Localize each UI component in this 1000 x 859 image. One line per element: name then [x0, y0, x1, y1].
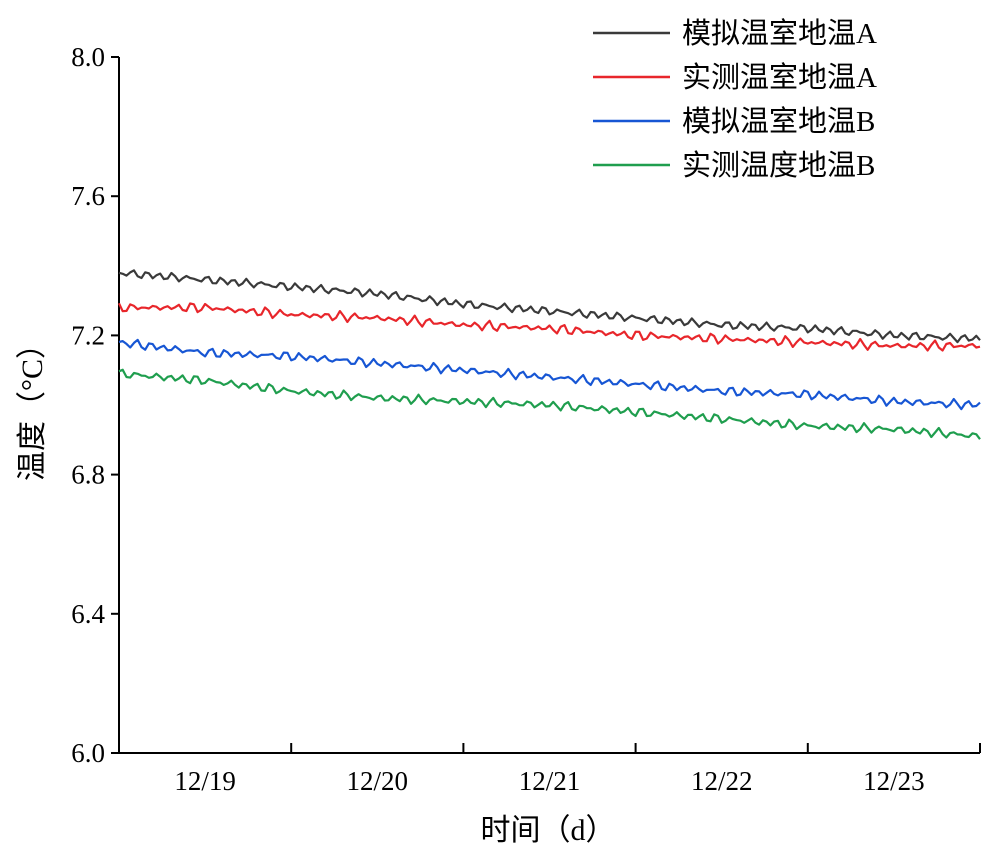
legend: 模拟温室地温A 实测温室地温A 模拟温室地温B 实测温度地温B: [593, 17, 877, 182]
series-line-3: [118, 338, 981, 411]
x-tick-label: 12/21: [519, 766, 581, 796]
y-axis-title: 温度（°C）: [16, 329, 49, 481]
x-tick-label: 12/22: [691, 766, 753, 796]
series-line-2: [118, 302, 981, 352]
y-tick-label: 6.8: [71, 460, 105, 490]
series-line-1: [118, 269, 981, 344]
series-lines: [118, 269, 981, 440]
y-tick-label: 7.2: [71, 320, 105, 350]
y-tick-label: 8.0: [71, 42, 105, 72]
axes: [118, 57, 980, 754]
series-line-4: [118, 368, 981, 440]
x-axis-title: 时间（d）: [481, 814, 616, 847]
y-ticks: 6.0 6.4 6.8 7.2 7.6 8.0: [71, 42, 119, 768]
legend-label: 实测温室地温A: [682, 61, 877, 94]
y-tick-label: 6.0: [71, 738, 105, 768]
y-tick-label: 7.6: [71, 181, 105, 211]
legend-label: 模拟温室地温B: [682, 105, 875, 138]
legend-label: 实测温度地温B: [682, 149, 875, 182]
x-ticks: 12/19 12/20 12/21 12/22 12/23: [174, 743, 981, 796]
legend-label: 模拟温室地温A: [682, 17, 877, 50]
x-tick-label: 12/20: [347, 766, 409, 796]
x-tick-label: 12/19: [174, 766, 236, 796]
y-tick-label: 6.4: [71, 599, 105, 629]
x-tick-label: 12/23: [863, 766, 925, 796]
